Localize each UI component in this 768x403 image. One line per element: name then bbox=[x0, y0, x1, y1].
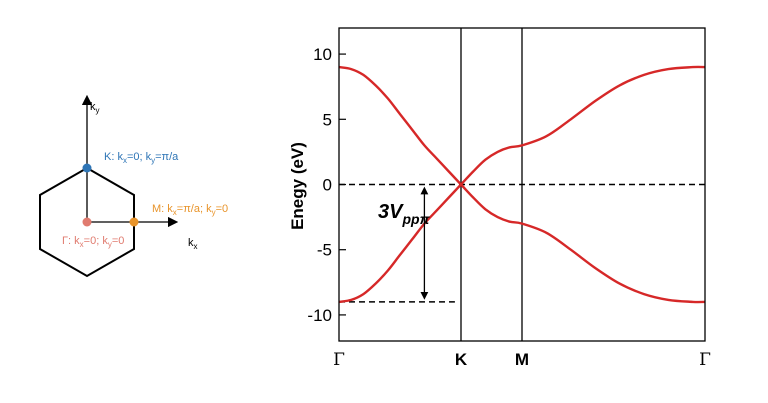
band-curve-lower-start bbox=[338, 65, 706, 304]
m-point-marker bbox=[129, 217, 139, 227]
gamma-point-label: Γ: kx=0; ky=0 bbox=[62, 235, 124, 249]
gamma-point-marker bbox=[82, 217, 92, 227]
plot-frame bbox=[338, 27, 706, 342]
x-tick-label: K bbox=[455, 350, 468, 369]
x-tick-label: Γ bbox=[699, 350, 711, 370]
band-structure-chart: Enegy (eV) 10 5 0 -5 -10 Γ K M Γ 3Vppπ bbox=[288, 27, 711, 370]
x-tick-label: M bbox=[515, 350, 529, 369]
k-point-marker bbox=[82, 163, 92, 173]
ky-axis-label: ky bbox=[90, 101, 100, 115]
kx-axis-label: kx bbox=[188, 237, 198, 251]
chart-plot-layer: 10 5 0 -5 -10 Γ K M Γ 3Vppπ bbox=[307, 28, 711, 370]
y-tick-label: -5 bbox=[317, 241, 332, 260]
y-tick-label: -10 bbox=[307, 306, 332, 325]
y-axis-label: Enegy (eV) bbox=[288, 142, 307, 230]
y-tick-label: 10 bbox=[313, 45, 332, 64]
m-point-label: M: kx=π/a; ky=0 bbox=[152, 203, 228, 217]
band-curve-upper-start bbox=[338, 65, 706, 304]
hexagon-zone bbox=[39, 166, 135, 278]
k-point-label: K: kx=0; ky=π/a bbox=[104, 151, 179, 165]
x-tick-label: Γ bbox=[333, 350, 345, 370]
brillouin-zone-diagram: ky kx K: kx=0; ky=π/a M: kx=π/a; ky=0 Γ:… bbox=[39, 94, 228, 278]
energy-gap-label: 3Vppπ bbox=[378, 201, 431, 227]
y-tick-label: 5 bbox=[323, 110, 332, 129]
y-tick-label: 0 bbox=[323, 176, 332, 195]
